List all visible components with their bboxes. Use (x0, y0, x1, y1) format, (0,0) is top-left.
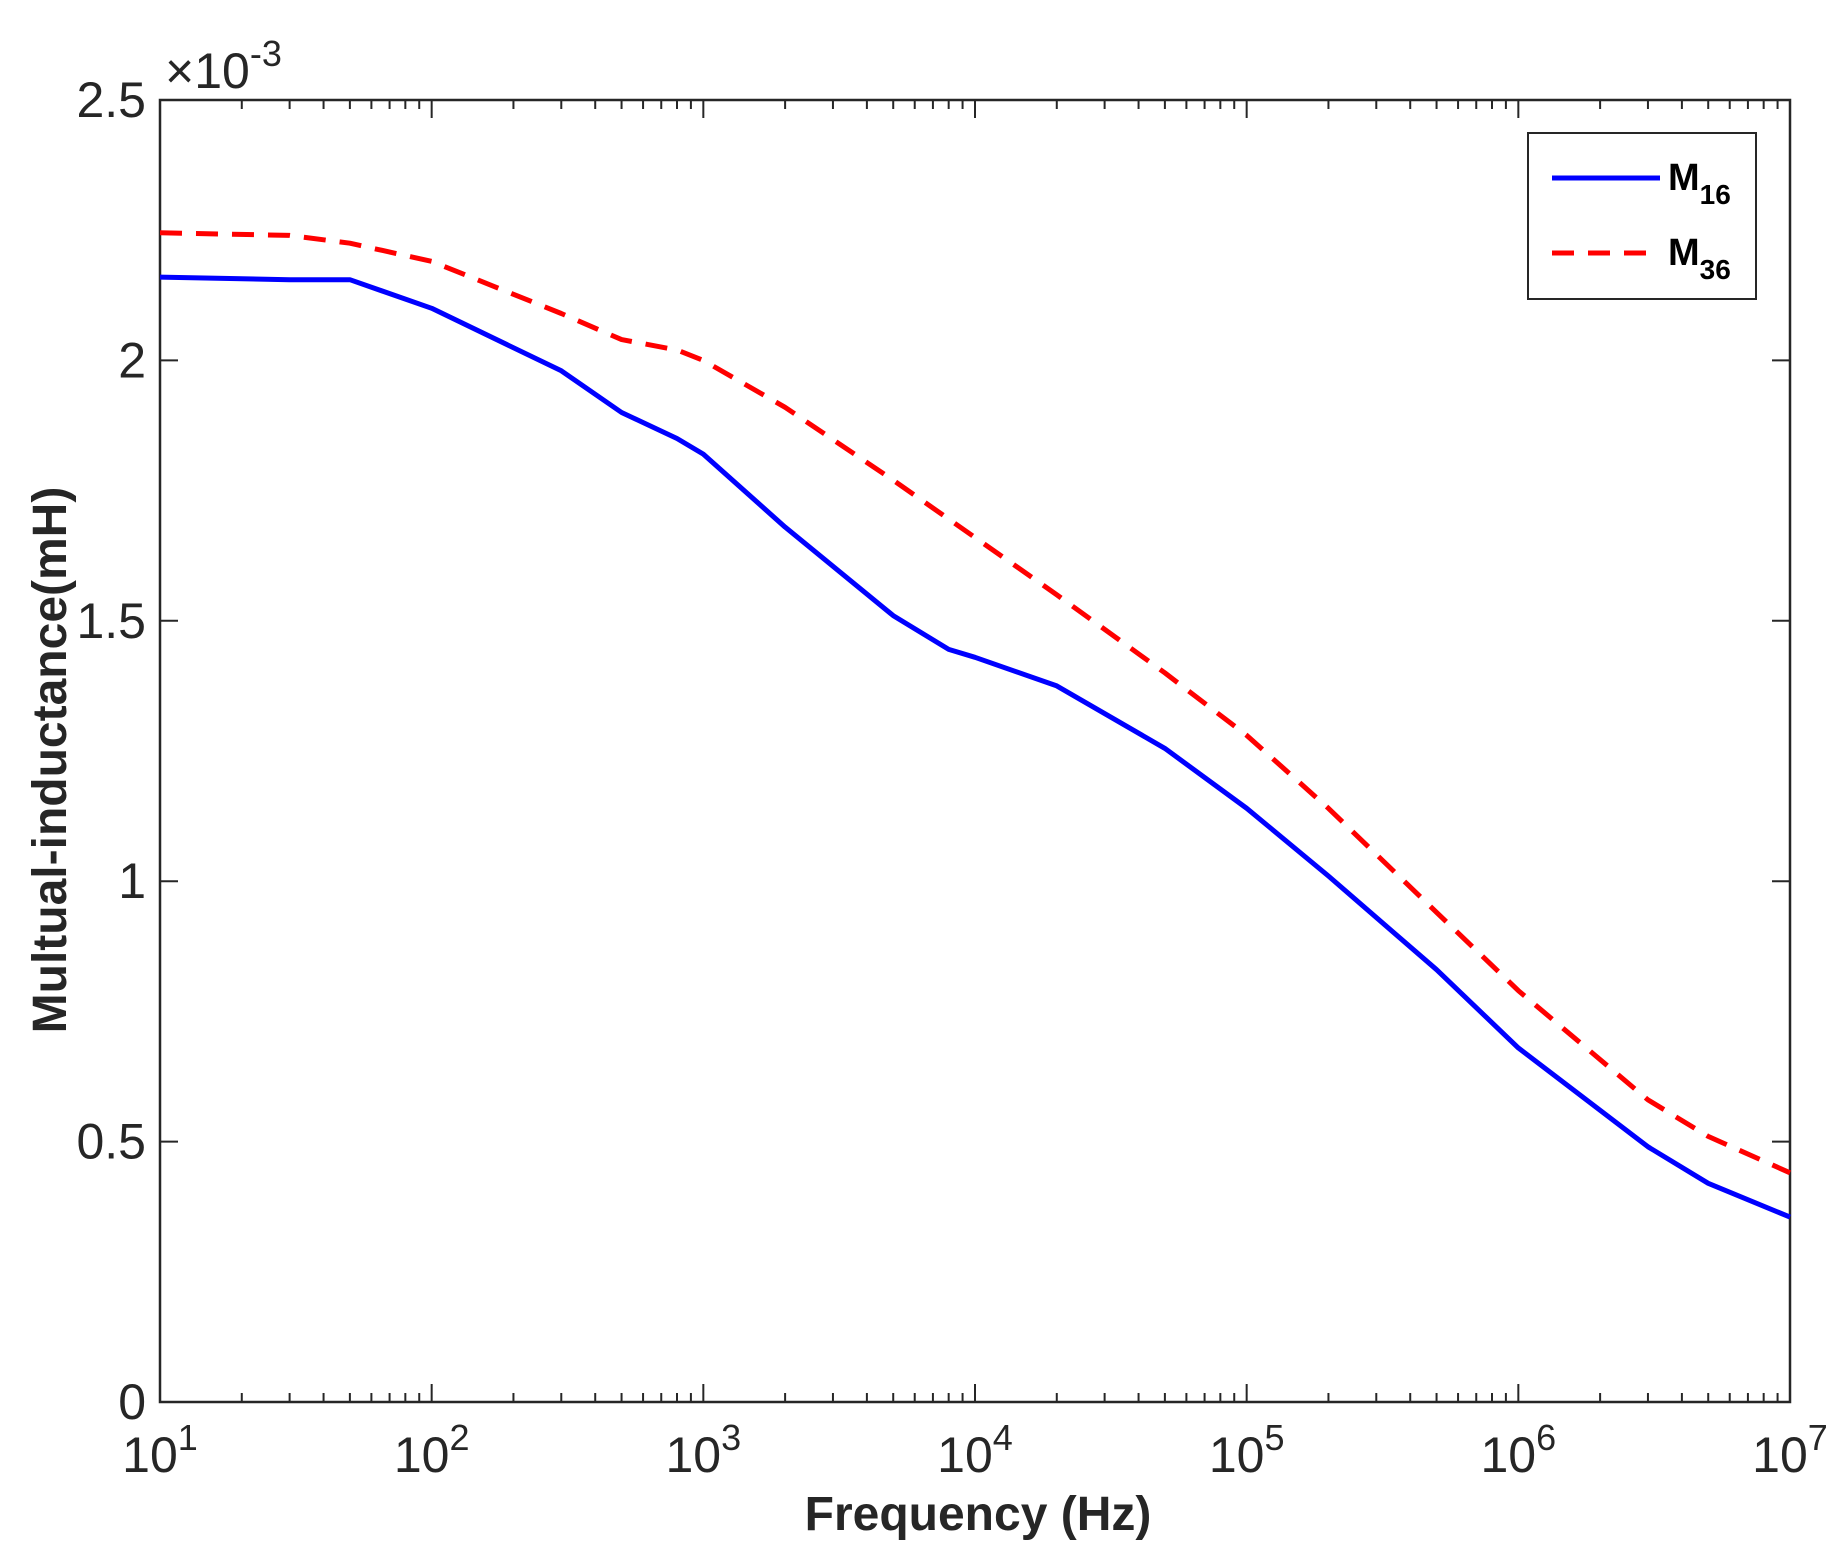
y-axis-ticks: 0 0.5 1 1.5 2 2.5 (76, 72, 1790, 1430)
legend: M16 M36 (1527, 132, 1757, 300)
x-tick-label: 105 (1209, 1417, 1285, 1483)
legend-box (1527, 132, 1757, 300)
x-tick-label: 103 (666, 1417, 742, 1483)
y-axis-exponent-label: ×10-3 (165, 33, 282, 99)
y-tick-label: 2 (118, 332, 146, 388)
x-tick-label: 102 (394, 1417, 470, 1483)
y-tick-label: 1 (118, 853, 146, 909)
legend-label-m16: M16 (1668, 157, 1731, 210)
series-line-m16 (159, 274, 1791, 1220)
series-layer (159, 230, 1792, 1220)
series-line-m36 (159, 230, 1792, 1176)
x-tick-label: 106 (1481, 1417, 1557, 1483)
y-tick-label: 0 (118, 1374, 146, 1430)
x-tick-label: 104 (937, 1417, 1013, 1483)
plot-frame (158, 98, 1792, 1404)
y-tick-label: 1.5 (76, 593, 146, 649)
x-tick-label: 107 (1752, 1417, 1828, 1483)
y-tick-label: 0.5 (76, 1114, 146, 1170)
legend-label-m36: M36 (1668, 232, 1731, 285)
y-axis-label: Multual-inductance(mH) (24, 487, 77, 1034)
x-tick-label: 101 (122, 1417, 198, 1483)
y-tick-label: 2.5 (76, 72, 146, 128)
x-axis-label: Frequency (Hz) (805, 1488, 1152, 1541)
plot-area: 101 102 103 104 105 106 107 0 0.5 1 1.5 2 2.5 (76, 72, 1827, 1483)
x-axis-ticks: 101 102 103 104 105 106 107 (122, 100, 1828, 1483)
